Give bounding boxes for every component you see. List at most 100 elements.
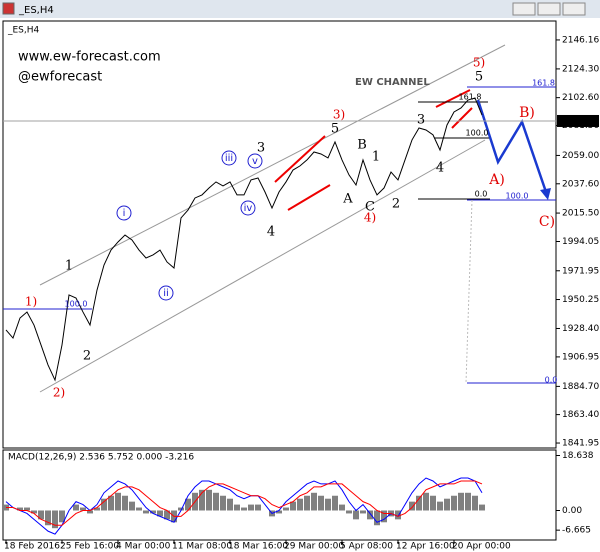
- wave-circle: [158, 285, 174, 301]
- macd-histogram-bar: [304, 495, 310, 511]
- macd-histogram-bar: [108, 495, 114, 511]
- x-tick-label: 18 Mar 16:00: [228, 542, 288, 552]
- macd-histogram-bar: [283, 507, 289, 511]
- x-tick-label: 20 Apr 00:00: [452, 542, 511, 552]
- macd-histogram-bar: [416, 495, 422, 511]
- maximize-button[interactable]: [537, 2, 561, 16]
- macd-histogram-bar: [409, 501, 415, 511]
- price-panel: [2, 20, 557, 449]
- macd-histogram-bar: [59, 510, 65, 523]
- macd-histogram-bar: [206, 489, 212, 511]
- annotation: iv: [244, 203, 253, 214]
- last-price-box: [557, 114, 599, 127]
- macd-histogram-bar: [297, 498, 303, 511]
- macd-histogram-bar: [395, 510, 401, 520]
- macd-title: MACD(12,26,9) 2.536 5.752 0.000 -3.216: [8, 453, 194, 463]
- macd-histogram-bar: [472, 495, 478, 511]
- macd-histogram-bar: [241, 507, 247, 511]
- annotation: 2: [392, 197, 400, 212]
- y-tick-label: 2124.30: [562, 64, 599, 74]
- macd-histogram-bar: [423, 492, 429, 511]
- macd-histogram-bar: [80, 507, 86, 511]
- macd-histogram-bar: [353, 510, 359, 520]
- macd-histogram-bar: [339, 504, 345, 511]
- annotation: 0.0: [545, 376, 558, 385]
- annotation: iii: [225, 153, 233, 164]
- x-tick-label: 25 Feb 16:00: [60, 542, 119, 552]
- wave-circle: [116, 205, 132, 221]
- macd-histogram-bar: [199, 489, 205, 511]
- macd-histogram-bar: [437, 501, 443, 511]
- x-tick-label: 11 Mar 08:00: [172, 542, 232, 552]
- x-tick-label: 4 Mar 00:00: [116, 542, 171, 552]
- annotation: 161.8: [532, 79, 555, 88]
- annotation: ii: [163, 288, 169, 299]
- macd-histogram-bar: [444, 498, 450, 511]
- y-tick-label: 2059.00: [562, 151, 599, 161]
- macd-histogram-bar: [164, 510, 170, 520]
- drawings: [3, 44, 556, 393]
- annotation: C): [539, 214, 555, 230]
- annotation: @ewforecast: [18, 70, 102, 85]
- macd-histogram-bar: [31, 510, 37, 514]
- macd-histogram-bar: [143, 510, 149, 514]
- macd-histogram-bar: [276, 510, 282, 514]
- last-price-label: 2085.00: [562, 116, 599, 126]
- price-line: [5, 97, 483, 382]
- annotation: 1: [372, 150, 380, 165]
- macd-histogram-bar: [213, 492, 219, 511]
- macd-histogram-bar: [227, 498, 233, 511]
- window-title: _ES,H4: [18, 5, 54, 16]
- macd-histogram-bar: [185, 498, 191, 511]
- fib-trend: [465, 199, 473, 384]
- macd-histogram-bar: [374, 510, 380, 526]
- macd-histogram-bar: [136, 507, 142, 511]
- macd-histogram-bar: [220, 495, 226, 511]
- macd-histogram-bar: [465, 492, 471, 511]
- wedge-line: [274, 135, 326, 183]
- wedge-line: [435, 89, 471, 108]
- y-tick-label: 2102.60: [562, 93, 599, 103]
- x-tick-label: 29 Mar 00:00: [284, 542, 344, 552]
- annotation: 1: [65, 259, 73, 274]
- y-tick-label: 1884.70: [562, 382, 599, 392]
- macd-histogram-bar: [52, 510, 58, 529]
- minimize-button[interactable]: [512, 2, 536, 16]
- macd-histogram-bar: [45, 510, 51, 526]
- y-tick-label: 0.00: [562, 506, 582, 516]
- annotation: 5: [331, 122, 339, 137]
- macd-histogram-bar: [430, 495, 436, 511]
- macd-histogram-bar: [311, 492, 317, 511]
- annotation: 100.0: [506, 192, 529, 201]
- x-tick-label: 12 Apr 16:00: [396, 542, 455, 552]
- macd-histogram-bar: [458, 492, 464, 511]
- annotation: 0.0: [475, 190, 488, 199]
- macd-histogram-bar: [115, 492, 121, 511]
- annotation: 4: [267, 225, 275, 240]
- annotation: 3: [417, 113, 425, 128]
- y-tick-label: 1928.40: [562, 324, 599, 334]
- macd-histogram-bar: [73, 504, 79, 511]
- macd-histogram-bar: [346, 510, 352, 514]
- macd-histogram-bar: [94, 507, 100, 511]
- wave-circle: [221, 150, 237, 166]
- annotation: 3): [333, 108, 345, 122]
- annotation: v: [252, 156, 258, 167]
- macd-histogram-bar: [17, 507, 23, 511]
- annotation: A: [342, 192, 353, 207]
- annotation: C: [365, 200, 375, 215]
- wedge-line: [451, 107, 473, 129]
- macd-histogram-bar: [451, 495, 457, 511]
- macd-histogram-bar: [129, 501, 135, 511]
- macd-histogram-bar: [38, 510, 44, 520]
- y-tick-label: 1971.95: [562, 266, 599, 276]
- annotation: 161.8: [459, 93, 482, 102]
- annotation: 5: [475, 70, 483, 85]
- macd-histogram-bar: [360, 510, 366, 514]
- annotation: EW CHANNEL: [355, 77, 430, 88]
- annotation: 1): [25, 295, 37, 309]
- annotation: B): [519, 105, 535, 121]
- close-button[interactable]: [562, 2, 586, 16]
